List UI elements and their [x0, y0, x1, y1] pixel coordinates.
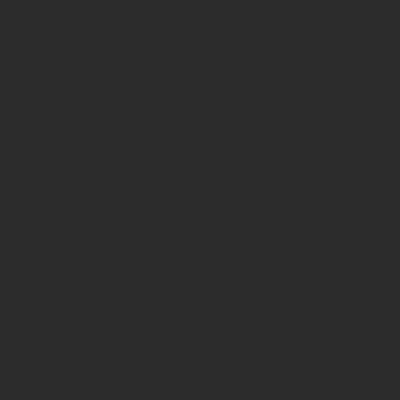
word-cloud	[0, 0, 400, 400]
